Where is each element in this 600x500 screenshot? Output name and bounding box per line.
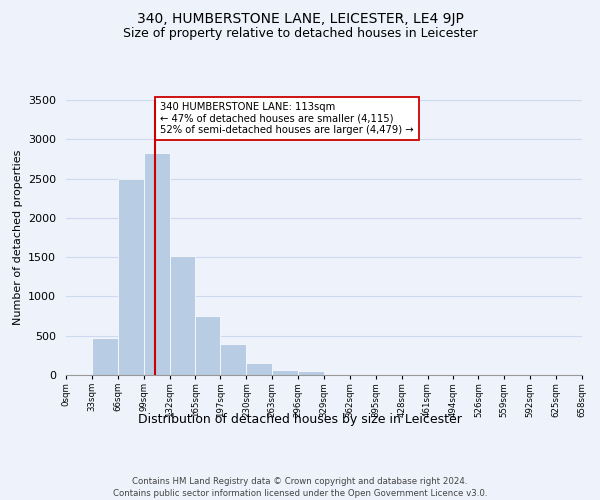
Text: 340, HUMBERSTONE LANE, LEICESTER, LE4 9JP: 340, HUMBERSTONE LANE, LEICESTER, LE4 9J… [137, 12, 463, 26]
Bar [118, 178, 143, 375]
Bar [196, 316, 220, 375]
Bar [92, 338, 118, 375]
Bar [247, 363, 272, 375]
Text: 340 HUMBERSTONE LANE: 113sqm
← 47% of detached houses are smaller (4,115)
52% of: 340 HUMBERSTONE LANE: 113sqm ← 47% of de… [160, 102, 414, 135]
Text: Size of property relative to detached houses in Leicester: Size of property relative to detached ho… [122, 28, 478, 40]
Text: Contains public sector information licensed under the Open Government Licence v3: Contains public sector information licen… [113, 489, 487, 498]
Text: Contains HM Land Registry data © Crown copyright and database right 2024.: Contains HM Land Registry data © Crown c… [132, 478, 468, 486]
Bar [220, 344, 247, 375]
Bar [170, 256, 196, 375]
Bar [272, 370, 298, 375]
Text: Distribution of detached houses by size in Leicester: Distribution of detached houses by size … [138, 412, 462, 426]
Bar [298, 370, 324, 375]
Bar [143, 152, 170, 375]
Y-axis label: Number of detached properties: Number of detached properties [13, 150, 23, 325]
